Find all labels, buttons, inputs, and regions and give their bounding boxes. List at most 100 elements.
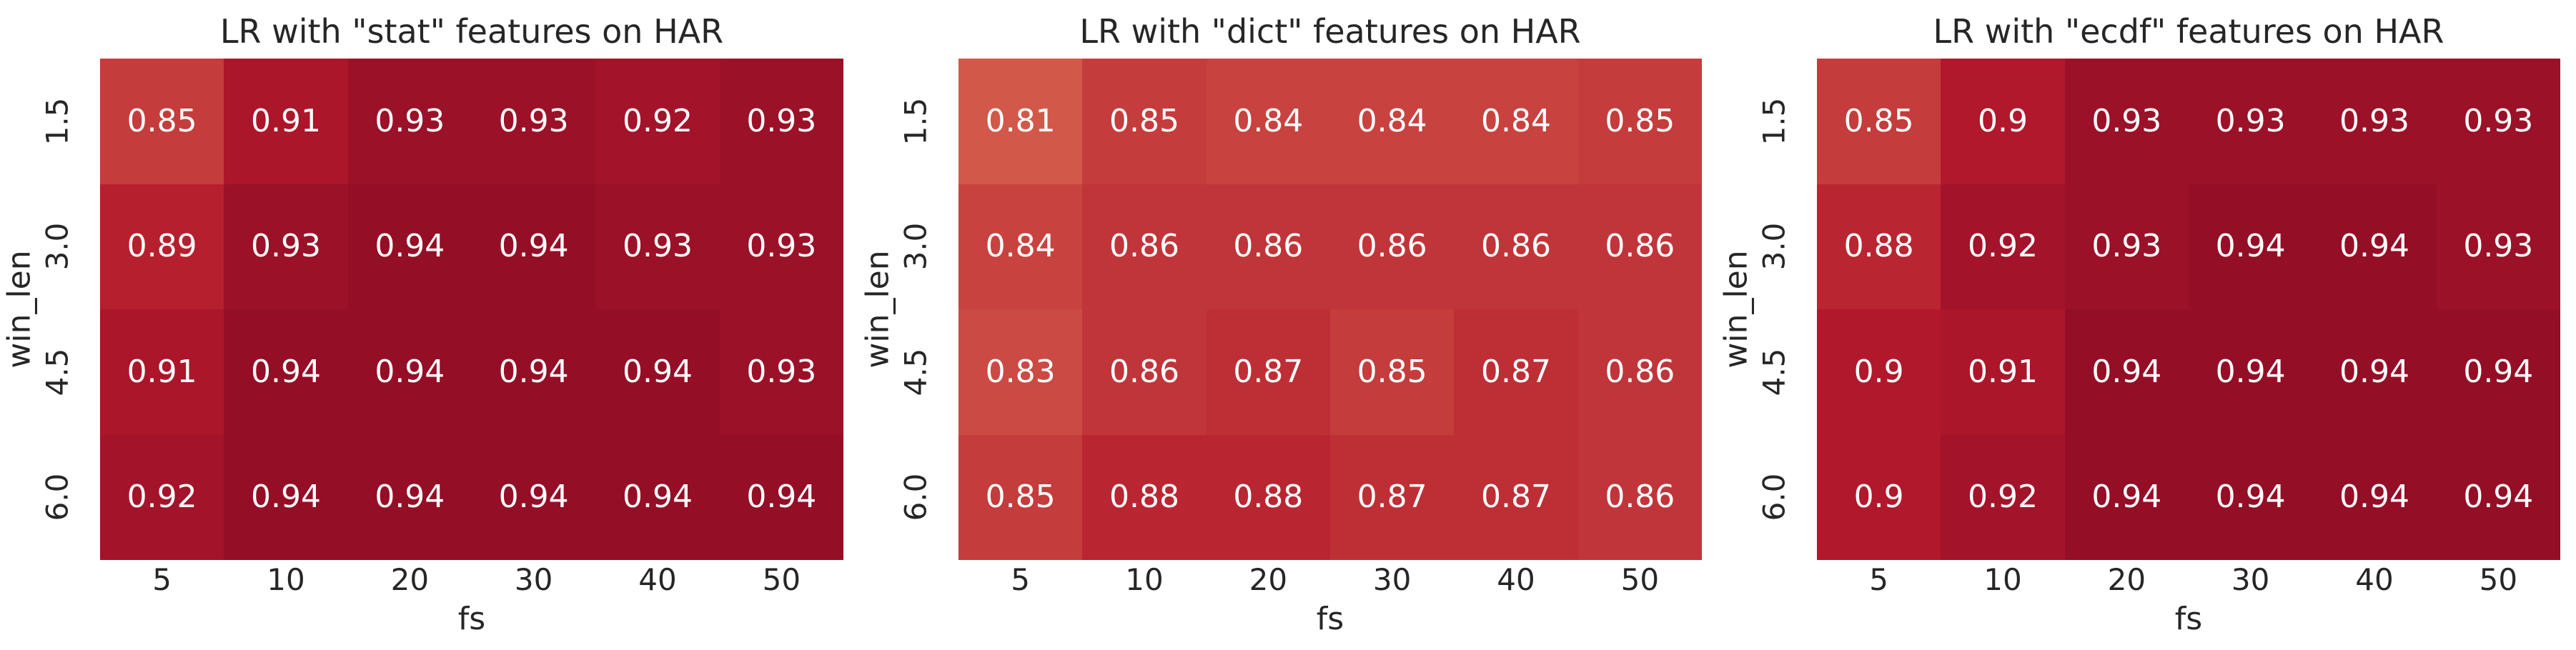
heatmap-cell: 0.85 bbox=[1082, 59, 1207, 184]
heatmap-cell: 0.93 bbox=[2064, 184, 2189, 309]
y-axis-label: win_len bbox=[860, 250, 896, 369]
heatmap-cell: 0.93 bbox=[719, 184, 843, 309]
y-tick-labels: 1.5 3.0 4.5 6.0 bbox=[898, 59, 933, 560]
cell-value: 0.94 bbox=[498, 353, 569, 390]
cell-value: 0.94 bbox=[375, 228, 445, 265]
cell-value: 0.94 bbox=[2339, 353, 2409, 390]
heatmap-cell: 0.88 bbox=[1082, 434, 1207, 560]
heatmap-cell: 0.86 bbox=[1577, 434, 1702, 560]
cell-value: 0.92 bbox=[623, 102, 693, 139]
x-axis-label: fs bbox=[2174, 601, 2203, 637]
heatmap-cell: 0.87 bbox=[1454, 434, 1578, 560]
heatmap-cell: 0.93 bbox=[224, 184, 348, 309]
panel-title: LR with "dict" features on HAR bbox=[1079, 12, 1581, 51]
heatmap-panel-ecdf: LR with "ecdf" features on HAR win_len 1… bbox=[1717, 0, 2576, 650]
heatmap-cell: 0.86 bbox=[1082, 184, 1207, 309]
y-tick-label: 1.5 bbox=[39, 97, 75, 146]
cell-value: 0.94 bbox=[623, 479, 693, 516]
heatmap-cell: 0.93 bbox=[2064, 59, 2189, 184]
heatmap-cell: 0.84 bbox=[1206, 59, 1330, 184]
x-tick-label: 5 bbox=[152, 562, 172, 597]
x-tick-label: 5 bbox=[1869, 562, 1889, 597]
heatmap-cell: 0.87 bbox=[1206, 309, 1330, 435]
heatmap-cell: 0.88 bbox=[1817, 184, 1941, 309]
cell-value: 0.94 bbox=[2215, 479, 2286, 516]
cell-value: 0.94 bbox=[2339, 479, 2409, 516]
heatmap-cell: 0.94 bbox=[2064, 434, 2189, 560]
heatmap-cell: 0.93 bbox=[719, 309, 843, 435]
heatmap-cell: 0.94 bbox=[719, 434, 843, 560]
cell-value: 0.94 bbox=[375, 353, 445, 390]
heatmap-cell: 0.94 bbox=[471, 434, 596, 560]
cell-value: 0.85 bbox=[1843, 102, 1914, 139]
heatmap-cell: 0.92 bbox=[1941, 184, 2065, 309]
y-tick-labels: 1.5 3.0 4.5 6.0 bbox=[39, 59, 75, 560]
y-tick-label: 4.5 bbox=[898, 348, 933, 396]
x-tick-label: 10 bbox=[267, 562, 305, 597]
cell-value: 0.89 bbox=[127, 228, 197, 265]
x-tick-label: 20 bbox=[2107, 562, 2146, 597]
heatmap-cell: 0.94 bbox=[471, 184, 596, 309]
cell-value: 0.85 bbox=[1605, 102, 1675, 139]
x-tick-label: 10 bbox=[1983, 562, 2022, 597]
cell-value: 0.88 bbox=[1233, 479, 1304, 516]
cell-value: 0.93 bbox=[498, 102, 569, 139]
cell-value: 0.94 bbox=[375, 479, 445, 516]
cell-value: 0.94 bbox=[2091, 479, 2162, 516]
cell-value: 0.93 bbox=[2463, 102, 2534, 139]
cell-value: 0.84 bbox=[1233, 102, 1304, 139]
cell-value: 0.94 bbox=[2339, 228, 2409, 265]
heatmap-grid: 0.85 0.91 0.93 0.93 0.92 0.93 0.89 0.93 0.94 0.94… bbox=[100, 59, 843, 560]
heatmap-cell: 0.91 bbox=[100, 309, 224, 435]
heatmap-cell: 0.94 bbox=[2188, 434, 2313, 560]
heatmap-cell: 0.91 bbox=[1941, 309, 2065, 435]
heatmap-cell: 0.84 bbox=[1454, 59, 1578, 184]
heatmap-cell: 0.92 bbox=[1941, 434, 2065, 560]
x-tick-label: 50 bbox=[1620, 562, 1660, 597]
cell-value: 0.9 bbox=[1853, 479, 1904, 516]
heatmap-cell: 0.94 bbox=[224, 434, 348, 560]
cell-value: 0.91 bbox=[251, 102, 321, 139]
heatmap-cell: 0.94 bbox=[595, 434, 720, 560]
x-tick-labels: 5 10 20 30 40 50 bbox=[100, 564, 843, 596]
heatmap-cell: 0.94 bbox=[2312, 184, 2437, 309]
cell-value: 0.88 bbox=[1843, 228, 1914, 265]
cell-value: 0.93 bbox=[746, 353, 817, 390]
heatmap-cell: 0.83 bbox=[958, 309, 1083, 435]
y-axis-label: win_len bbox=[1718, 250, 1755, 369]
x-axis-label: fs bbox=[1316, 601, 1344, 637]
cell-value: 0.94 bbox=[2463, 353, 2534, 390]
x-tick-labels: 5 10 20 30 40 50 bbox=[1817, 564, 2560, 596]
heatmap-cell: 0.88 bbox=[1206, 434, 1330, 560]
cell-value: 0.86 bbox=[1357, 228, 1427, 265]
x-tick-label: 50 bbox=[2479, 562, 2518, 597]
heatmap-cell: 0.9 bbox=[1817, 434, 1941, 560]
cell-value: 0.94 bbox=[746, 479, 817, 516]
heatmap-cell: 0.94 bbox=[595, 309, 720, 435]
cell-value: 0.94 bbox=[2215, 353, 2286, 390]
x-tick-label: 30 bbox=[514, 562, 553, 597]
heatmap-cell: 0.86 bbox=[1329, 184, 1455, 309]
cell-value: 0.94 bbox=[251, 479, 321, 516]
cell-value: 0.94 bbox=[498, 479, 569, 516]
heatmap-cell: 0.93 bbox=[595, 184, 720, 309]
cell-value: 0.91 bbox=[127, 353, 197, 390]
heatmap-cell: 0.85 bbox=[958, 434, 1083, 560]
heatmap-cell: 0.91 bbox=[224, 59, 348, 184]
cell-value: 0.85 bbox=[1109, 102, 1179, 139]
y-tick-label: 6.0 bbox=[1756, 473, 1792, 521]
cell-value: 0.94 bbox=[498, 228, 569, 265]
cell-value: 0.92 bbox=[1968, 228, 2038, 265]
cell-value: 0.86 bbox=[1605, 353, 1675, 390]
cell-value: 0.91 bbox=[1968, 353, 2038, 390]
cell-value: 0.94 bbox=[2091, 353, 2162, 390]
cell-value: 0.86 bbox=[1481, 228, 1551, 265]
cell-value: 0.83 bbox=[985, 353, 1056, 390]
x-tick-label: 5 bbox=[1011, 562, 1031, 597]
cell-value: 0.9 bbox=[1978, 102, 2028, 139]
x-tick-label: 40 bbox=[638, 562, 677, 597]
heatmap-cell: 0.94 bbox=[347, 309, 472, 435]
cell-value: 0.93 bbox=[623, 228, 693, 265]
heatmap-cell: 0.93 bbox=[2436, 59, 2560, 184]
